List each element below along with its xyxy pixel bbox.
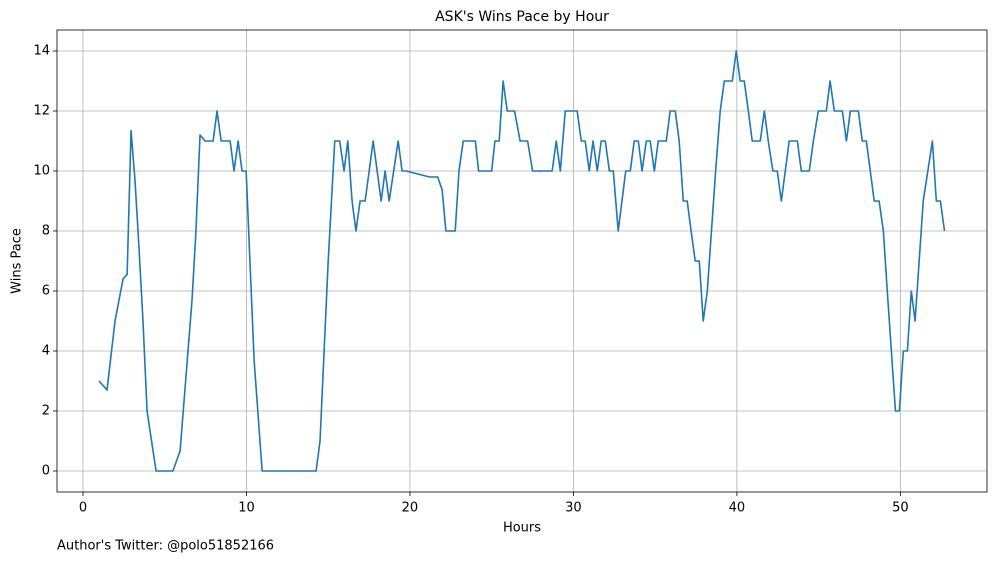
y-tick-label: 8 [42, 224, 50, 239]
annotation: Author's Twitter: @polo51852166 [57, 539, 274, 554]
x-tick-label: 10 [238, 501, 255, 516]
y-tick-label: 4 [42, 344, 50, 359]
y-axis-label: Wins Pace [10, 228, 25, 294]
x-tick-label: 20 [402, 501, 419, 516]
plot-frame [56, 29, 988, 493]
x-tick-label: 0 [79, 501, 87, 516]
y-tick-label: 10 [33, 164, 50, 179]
chart-title: ASK's Wins Pace by Hour [435, 9, 609, 25]
data-line [98, 50, 946, 472]
y-tick-label: 2 [42, 404, 50, 419]
y-tick-label: 6 [42, 284, 50, 299]
x-tick-label: 40 [729, 501, 746, 516]
y-tick-label: 12 [33, 104, 50, 119]
y-tick-label: 14 [33, 44, 50, 59]
x-axis-label: Hours [503, 521, 541, 536]
y-tick-label: 0 [42, 464, 50, 479]
x-tick-label: 30 [565, 501, 582, 516]
x-tick-label: 50 [892, 501, 909, 516]
